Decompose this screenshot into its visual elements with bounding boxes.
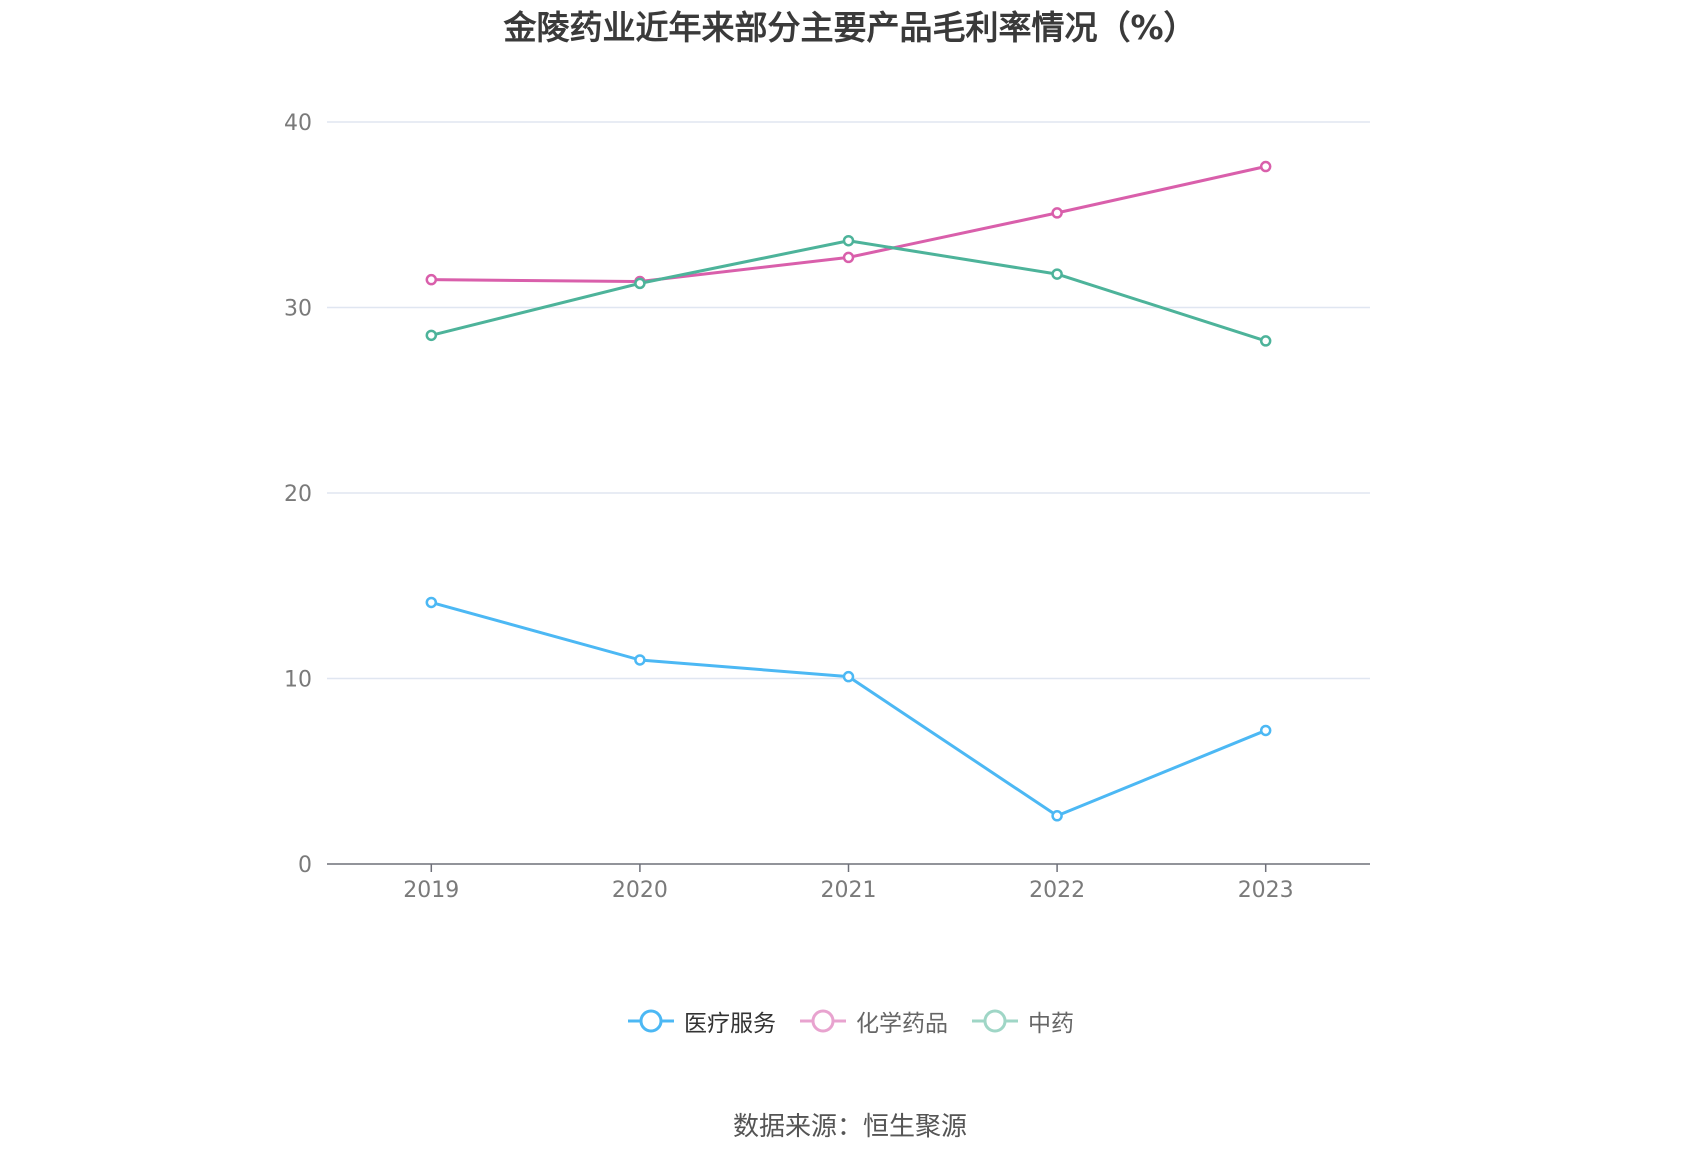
data-point[interactable]: [1259, 724, 1272, 737]
data-source: 数据来源：恒生聚源: [732, 1112, 967, 1142]
data-point[interactable]: [1259, 335, 1272, 347]
data-point[interactable]: [634, 654, 646, 666]
data-point[interactable]: [1051, 268, 1063, 280]
x-tick-label: 2021: [821, 878, 877, 903]
x-tick-label: 2022: [1029, 878, 1085, 903]
circle-line-icon: [628, 1009, 674, 1033]
series-line: [430, 600, 1267, 818]
data-point[interactable]: [842, 670, 855, 683]
circle-line-icon: [800, 1009, 846, 1033]
x-tick-label: 2023: [1238, 878, 1294, 903]
legend-item-tcm[interactable]: 中药: [970, 1004, 1074, 1038]
data-point[interactable]: [1051, 810, 1063, 822]
series-2: [425, 234, 1272, 347]
circle-line-icon: [972, 1009, 1018, 1033]
series-0: [425, 596, 1272, 822]
data-point[interactable]: [425, 329, 438, 342]
series-1: [425, 160, 1272, 288]
legend-label: 医疗服务: [684, 1011, 776, 1037]
chart-title: 金陵药业近年来部分主要产品毛利率情况（%）: [503, 8, 1197, 47]
data-point[interactable]: [1051, 207, 1063, 219]
x-axis: 2019 2020 2021 2022 2023: [327, 863, 1370, 903]
data-point[interactable]: [634, 277, 646, 290]
legend-label: 化学药品: [856, 1011, 948, 1037]
x-tick-label: 2020: [612, 878, 668, 903]
x-tick-label: 2019: [403, 878, 459, 903]
y-tick-label: 0: [298, 853, 312, 878]
y-tick-label: 30: [284, 297, 312, 322]
series-line: [431, 165, 1267, 284]
data-point[interactable]: [425, 596, 438, 609]
y-tick-label: 20: [284, 482, 312, 507]
data-point[interactable]: [1259, 160, 1272, 173]
data-point[interactable]: [842, 234, 855, 247]
legend-item-chemical-drugs[interactable]: 化学药品: [798, 1004, 948, 1038]
data-point[interactable]: [425, 273, 438, 286]
y-tick-label: 40: [284, 111, 312, 136]
grid-lines: [327, 121, 1370, 680]
legend-item-medical-service[interactable]: 医疗服务: [626, 1004, 776, 1038]
legend-label: 中药: [1028, 1011, 1074, 1037]
y-axis-ticks: 0 10 20 30 40: [284, 111, 312, 878]
data-point[interactable]: [842, 251, 855, 264]
legend: 医疗服务 化学药品 中药: [0, 1004, 1700, 1038]
y-tick-label: 10: [284, 668, 312, 693]
series-lines: [425, 160, 1272, 822]
